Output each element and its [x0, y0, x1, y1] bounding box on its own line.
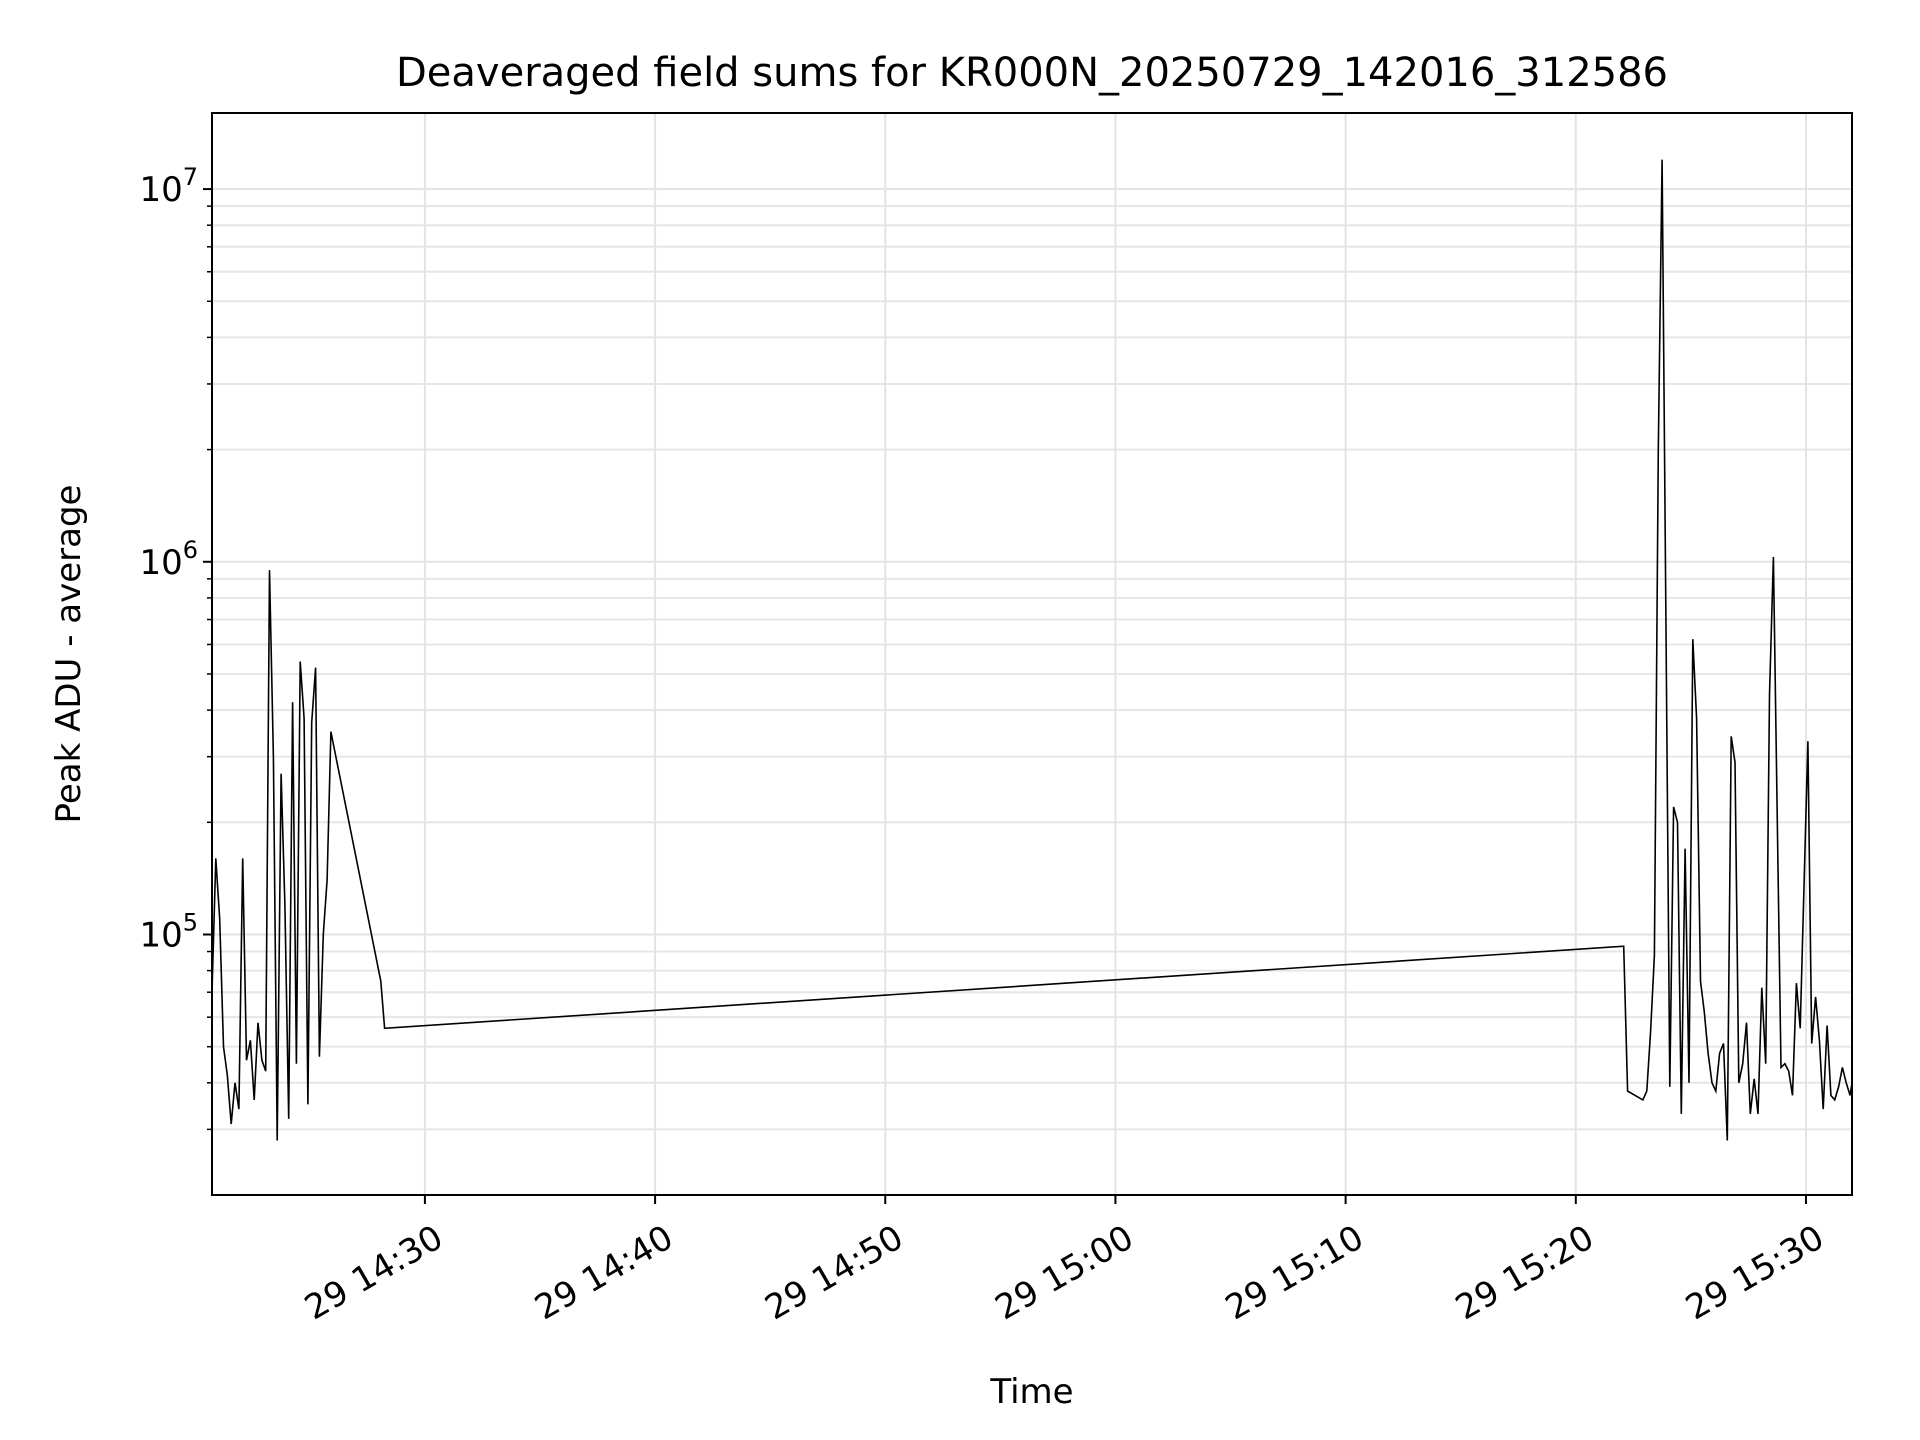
x-axis-label: Time	[989, 1372, 1073, 1412]
y-axis-label: Peak ADU - average	[49, 485, 89, 824]
y-tick-label: 105	[139, 908, 198, 955]
y-tick-label: 107	[139, 163, 198, 210]
plot-area-frame	[211, 112, 1853, 1196]
major-grid	[212, 113, 1852, 1195]
series-line	[211, 159, 1853, 1141]
y-tick-label: 106	[139, 536, 198, 583]
chart-title: Deaveraged field sums for KR000N_2025072…	[396, 50, 1668, 96]
minor-grid	[212, 205, 1852, 1131]
y-axis-ticks: 105 106 107	[139, 163, 212, 1131]
